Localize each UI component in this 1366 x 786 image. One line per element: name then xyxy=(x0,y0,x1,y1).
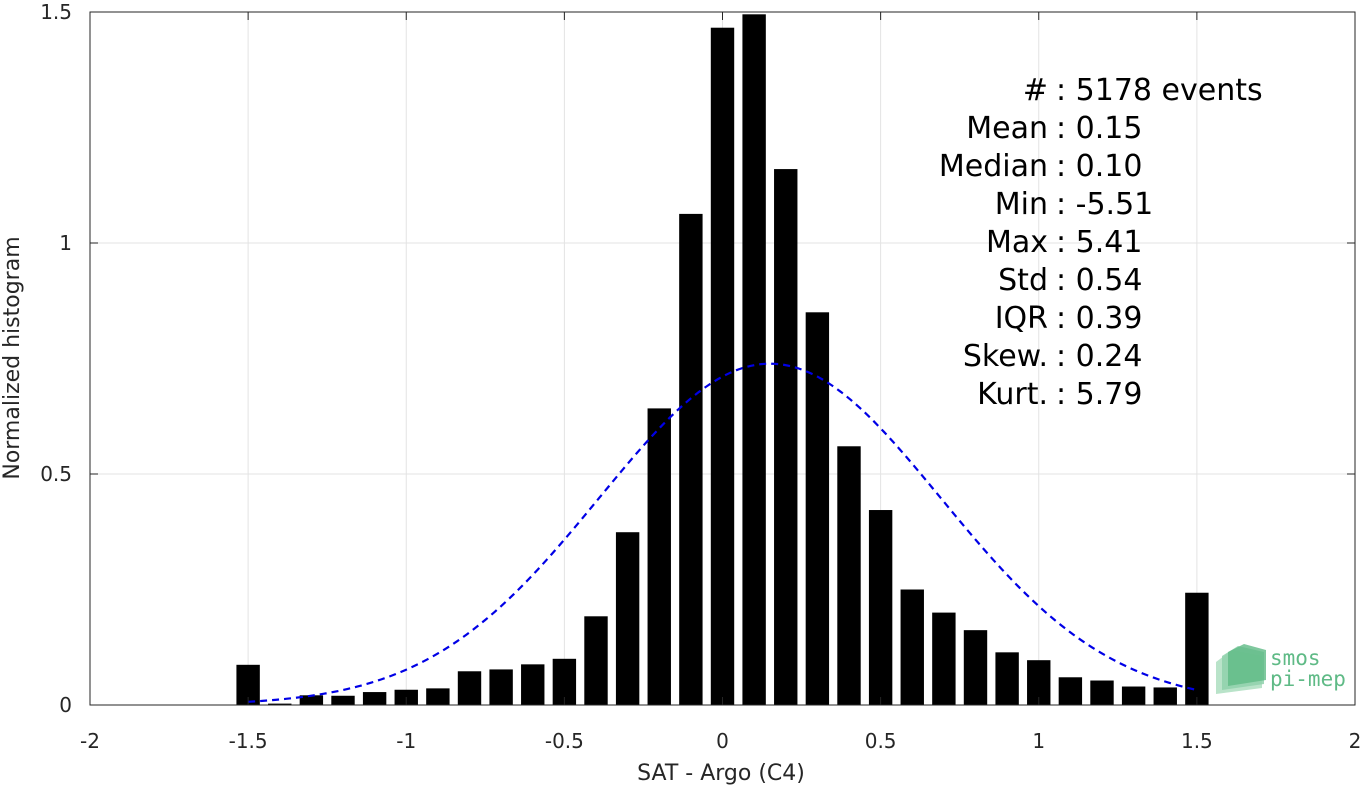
histogram-bar xyxy=(362,692,387,705)
histogram-bar xyxy=(710,27,735,705)
y-tick-label: 0.5 xyxy=(40,462,72,486)
y-tick-label: 1 xyxy=(59,231,72,255)
stat-label: Mean xyxy=(966,111,1048,146)
histogram-bar xyxy=(868,510,893,705)
x-tick-label: 2 xyxy=(1349,729,1362,753)
stat-label: IQR xyxy=(994,301,1048,336)
histogram-bar xyxy=(1027,660,1051,705)
stat-value: : 5.41 xyxy=(1056,225,1143,260)
histogram-bar xyxy=(1185,592,1209,705)
stat-label: Kurt. xyxy=(977,377,1048,412)
x-tick-label: -0.5 xyxy=(545,729,584,753)
histogram-bar xyxy=(837,446,861,705)
y-tick-label: 1.5 xyxy=(40,0,72,24)
histogram-bar xyxy=(900,589,924,705)
x-tick-label: 1.5 xyxy=(1181,729,1213,753)
histogram-bar xyxy=(268,703,292,705)
histogram-bar xyxy=(299,695,324,705)
stat-value: : 0.10 xyxy=(1056,149,1143,184)
stat-value: : -5.51 xyxy=(1056,187,1154,222)
stat-value: : 0.39 xyxy=(1056,301,1143,336)
logo-line1: smos xyxy=(1270,646,1321,670)
stat-label: Max xyxy=(985,225,1048,260)
stat-value: : 5178 events xyxy=(1056,73,1263,108)
smos-pimep-logo: smos pi-mep xyxy=(1216,644,1346,694)
stat-value: : 0.54 xyxy=(1056,263,1143,298)
y-tick-label: 0 xyxy=(59,693,72,717)
stat-label: Min xyxy=(994,187,1048,222)
histogram-bar xyxy=(1090,680,1114,705)
stat-label: Skew. xyxy=(962,339,1048,374)
y-axis-ticks: 0 0.5 1 1.5 xyxy=(40,0,1355,717)
histogram-bar xyxy=(774,169,798,705)
y-axis-title: Normalized histogram xyxy=(0,236,25,479)
histogram-bar xyxy=(932,612,956,705)
histogram-bar xyxy=(457,671,482,705)
stat-value: : 5.79 xyxy=(1056,377,1143,412)
logo-mark-icon xyxy=(1216,644,1266,694)
x-axis-ticks: -2 -1.5 -1 -0.5 0 0.5 1 1.5 2 xyxy=(80,12,1361,753)
histogram-bar xyxy=(552,658,577,705)
histogram-bar xyxy=(426,688,450,705)
stat-label: # xyxy=(1022,73,1048,108)
histogram-bar xyxy=(963,630,988,705)
stat-label: Std xyxy=(998,263,1048,298)
histogram-bar xyxy=(1121,686,1146,705)
histogram-bar xyxy=(615,532,640,705)
histogram-bar xyxy=(521,664,545,705)
histogram-bar xyxy=(236,664,260,705)
x-tick-label: -1.5 xyxy=(229,729,268,753)
histogram-bar xyxy=(489,669,513,705)
histogram-bars xyxy=(236,14,1209,706)
histogram-bar xyxy=(647,408,671,705)
histogram-bar xyxy=(805,312,830,705)
histogram-bar xyxy=(584,616,608,705)
histogram-bar xyxy=(1153,687,1177,705)
normal-fit-curve xyxy=(248,362,1198,703)
x-tick-label: 0 xyxy=(716,729,729,753)
x-axis-title: SAT - Argo (C4) xyxy=(637,761,805,786)
x-tick-label: 0.5 xyxy=(865,729,897,753)
histogram-bar xyxy=(995,652,1019,705)
x-tick-label: -2 xyxy=(80,729,100,753)
histogram-bar xyxy=(742,14,766,706)
stat-label: Median xyxy=(938,149,1048,184)
stat-value: : 0.15 xyxy=(1056,111,1143,146)
x-tick-label: -1 xyxy=(396,729,416,753)
histogram-bar xyxy=(1058,677,1083,705)
x-tick-label: 1 xyxy=(1032,729,1045,753)
stat-value: : 0.24 xyxy=(1056,339,1143,374)
histogram-bar xyxy=(679,213,703,706)
histogram-bar xyxy=(331,695,355,705)
logo-line2: pi-mep xyxy=(1270,667,1346,691)
